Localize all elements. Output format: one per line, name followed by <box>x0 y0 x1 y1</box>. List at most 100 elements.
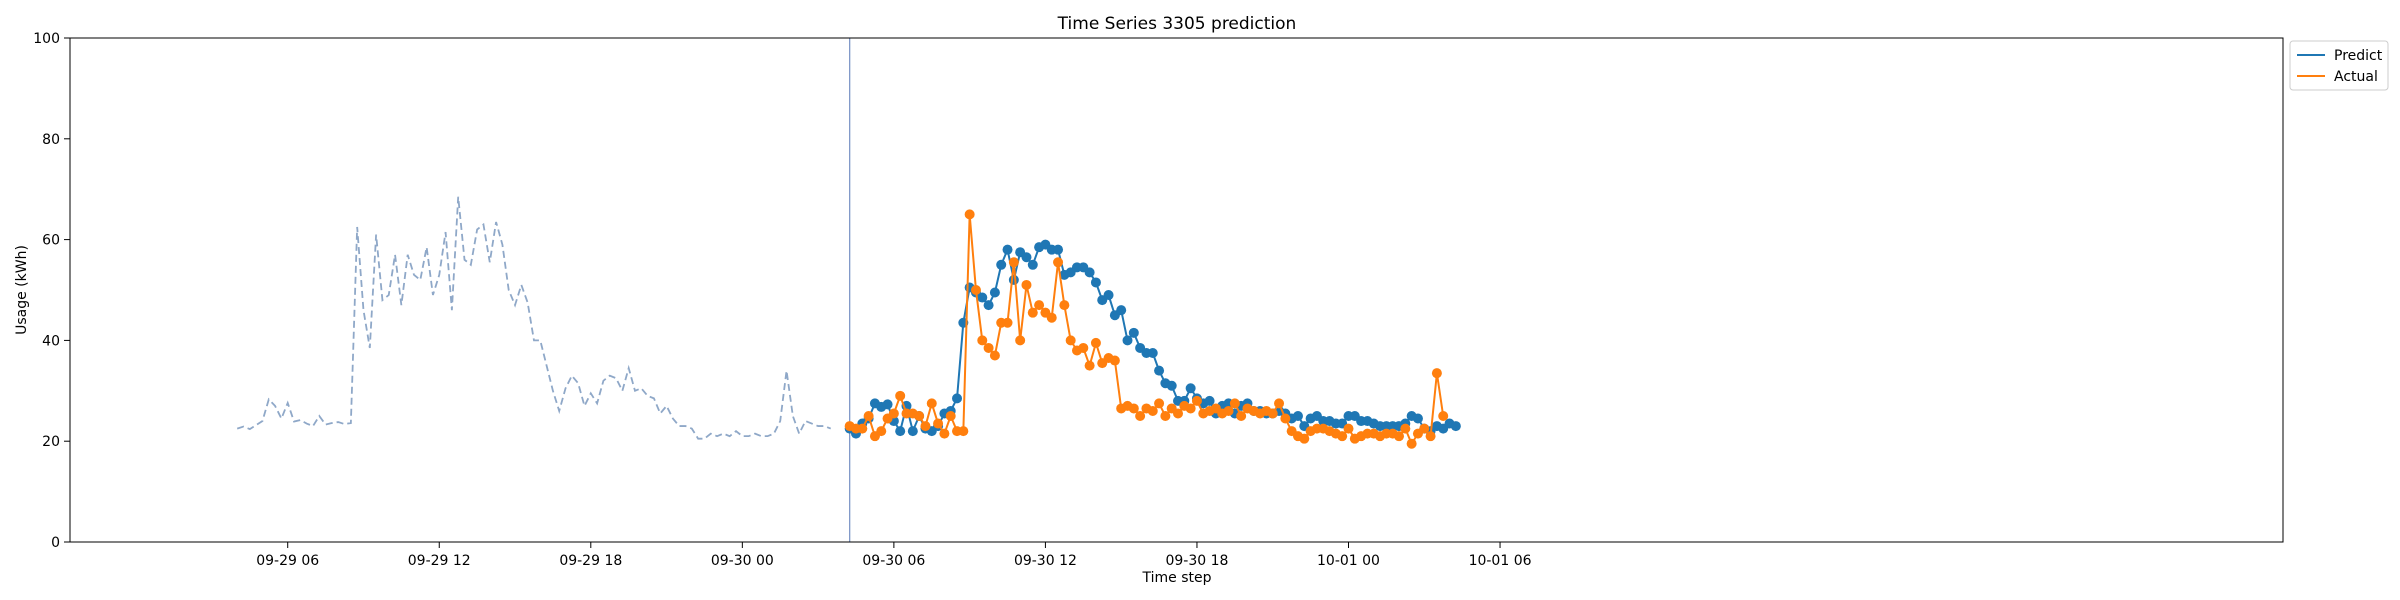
predict-point <box>907 426 918 437</box>
predict-point <box>1021 252 1032 263</box>
actual-point <box>1343 423 1354 434</box>
actual-point <box>1223 405 1234 416</box>
actual-point <box>1299 433 1310 444</box>
actual-point <box>1135 411 1146 421</box>
actual-point <box>1128 403 1139 414</box>
actual-point <box>989 350 1000 361</box>
actual-point <box>1078 342 1089 353</box>
actual-point <box>1015 335 1026 346</box>
y-tick-label: 0 <box>51 535 60 551</box>
actual-point <box>939 428 950 439</box>
y-tick-label: 80 <box>42 132 60 148</box>
plot-frame <box>69 37 2284 543</box>
history-series-line <box>236 196 832 440</box>
chart-title: Time Series 3305 prediction <box>1057 14 1297 34</box>
y-axis: 0 20 40 60 80 100 <box>33 31 70 551</box>
actual-point <box>1027 307 1038 318</box>
actual-point <box>1229 398 1240 409</box>
actual-point <box>1059 300 1070 311</box>
actual-point <box>1084 360 1095 371</box>
actual-point <box>1046 312 1057 323</box>
actual-point <box>1419 423 1430 434</box>
predict-point <box>1008 274 1019 285</box>
predict-point <box>1116 305 1127 316</box>
actual-point <box>1185 403 1196 414</box>
actual-point <box>1236 411 1247 421</box>
actual-point <box>863 411 874 421</box>
actual-point <box>926 398 937 409</box>
actual-point <box>1034 300 1045 311</box>
actual-point <box>983 342 994 353</box>
actual-point <box>876 426 887 437</box>
predict-point <box>1185 383 1196 394</box>
predict-point <box>1084 267 1095 278</box>
legend-predict-label: Predict <box>2334 48 2383 64</box>
actual-point <box>977 335 988 346</box>
x-tick-label: 09-30 06 <box>862 553 925 569</box>
x-tick-label: 09-29 06 <box>256 553 319 569</box>
actual-point <box>1021 279 1032 290</box>
x-tick-label: 10-01 00 <box>1317 553 1380 569</box>
actual-point <box>1267 408 1278 419</box>
actual-point <box>1147 405 1158 416</box>
actual-point <box>1109 355 1120 366</box>
actual-point <box>958 426 969 437</box>
x-tick-label: 09-30 12 <box>1014 553 1077 569</box>
x-tick-label: 09-29 18 <box>559 553 622 569</box>
predict-point <box>977 292 988 303</box>
legend-box <box>2289 40 2389 91</box>
actual-point <box>895 390 906 401</box>
predict-point <box>1103 290 1114 301</box>
legend-actual-label: Actual <box>2334 69 2378 85</box>
actual-point <box>1090 337 1101 348</box>
x-tick-label: 09-30 00 <box>711 553 774 569</box>
actual-point <box>1173 408 1184 419</box>
predict-point <box>1450 421 1461 432</box>
predict-point <box>1204 395 1215 406</box>
predict-point <box>1002 244 1013 255</box>
x-tick-label: 09-30 18 <box>1165 553 1228 569</box>
actual-point <box>1065 335 1076 346</box>
actual-point <box>1053 257 1064 268</box>
actual-point <box>964 209 975 220</box>
predict-point <box>1090 277 1101 288</box>
predict-point <box>983 300 994 311</box>
actual-point <box>1337 431 1348 442</box>
x-tick-label: 09-29 12 <box>408 553 471 569</box>
actual-point <box>1002 317 1013 328</box>
y-axis-title: Usage (kWh) <box>14 245 30 335</box>
predict-point <box>989 287 1000 298</box>
actual-point <box>945 411 956 421</box>
plot-area <box>236 38 1461 542</box>
predict-point <box>1412 413 1423 424</box>
predict-point <box>882 399 893 410</box>
actual-point <box>1438 411 1449 421</box>
actual-point <box>1394 431 1405 442</box>
actual-point <box>1008 257 1019 268</box>
actual-point <box>1280 413 1291 424</box>
predict-point <box>895 426 906 437</box>
actual-point <box>1160 411 1171 421</box>
actual-point <box>1154 398 1165 409</box>
predict-point <box>1122 335 1133 346</box>
y-tick-label: 60 <box>42 233 60 249</box>
x-tick-label: 10-01 06 <box>1469 553 1532 569</box>
predict-point <box>1147 348 1158 358</box>
actual-point <box>1191 395 1202 406</box>
predict-point <box>952 393 963 404</box>
x-axis-title: Time step <box>1142 570 1212 586</box>
legend: Predict Actual <box>2289 40 2389 91</box>
y-tick-label: 100 <box>33 31 60 47</box>
y-tick-label: 40 <box>42 333 60 349</box>
predict-point <box>1154 365 1165 376</box>
y-tick-label: 20 <box>42 434 60 450</box>
predict-point <box>1053 244 1064 255</box>
actual-point <box>970 285 981 295</box>
predict-point <box>1292 411 1303 421</box>
predict-point <box>1166 380 1177 391</box>
actual-point <box>914 411 925 421</box>
predict-point <box>1027 259 1038 270</box>
actual-point <box>1274 398 1285 409</box>
x-axis: 09-29 06 09-29 12 09-29 18 09-30 00 09-30 06… <box>256 542 1532 569</box>
